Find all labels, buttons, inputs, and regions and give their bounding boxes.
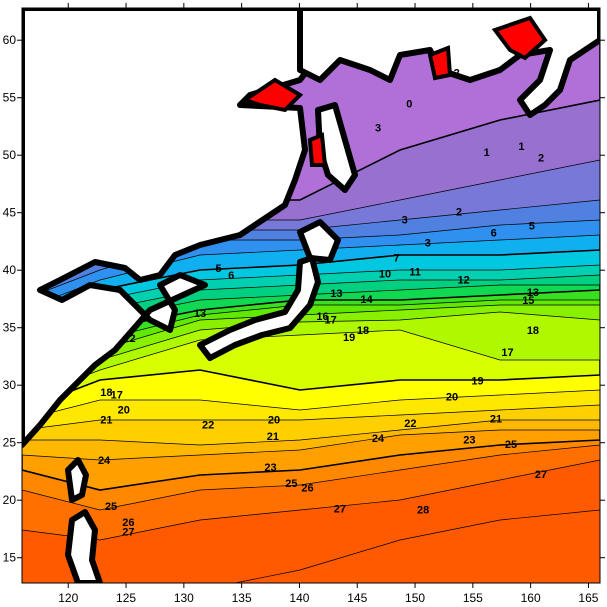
y-tick-label: 15 <box>3 551 17 565</box>
contour-label: 18 <box>100 387 112 399</box>
x-tick-label: 140 <box>289 591 309 605</box>
contour-label: 22 <box>404 418 416 430</box>
contour-label: 19 <box>343 332 355 344</box>
contour-label: 16 <box>316 311 328 323</box>
contour-label: 13 <box>330 288 342 300</box>
x-tick-label: 165 <box>578 591 598 605</box>
contour-label: 19 <box>471 376 483 388</box>
contour-label: 12 <box>123 333 135 345</box>
contour-label: 2 <box>454 67 460 79</box>
contour-label: 13 <box>194 308 206 320</box>
y-tick-label: 45 <box>3 206 17 220</box>
contour-label: 1 <box>518 141 524 153</box>
land-hokkaido <box>297 219 341 263</box>
contour-label: 27 <box>535 469 547 481</box>
contour-label: 10 <box>379 269 391 281</box>
contour-label: 2 <box>456 207 462 219</box>
land-japan-honshu <box>197 255 321 361</box>
contour-label: 6 <box>228 270 234 282</box>
contour-label: 13 <box>527 287 539 299</box>
contour-label: 25 <box>285 478 297 490</box>
ice-3 <box>491 15 548 61</box>
contour-label: 5 <box>529 220 535 232</box>
contour-label: 23 <box>463 434 475 446</box>
y-tick-label: 30 <box>3 378 17 392</box>
contour-label: 26 <box>122 517 134 529</box>
contour-label: 27 <box>334 503 346 515</box>
contour-label: 1 <box>484 147 490 159</box>
contour-label: 21 <box>100 415 112 427</box>
contour-label: 21 <box>267 431 279 443</box>
contour-label: 23 <box>264 462 276 474</box>
ice-1 <box>240 77 304 113</box>
contour-label: 17 <box>501 347 513 359</box>
contour-label: 27 <box>122 526 134 538</box>
contour-label: 22 <box>202 419 214 431</box>
x-tick-label: 135 <box>232 591 252 605</box>
x-tick-label: 130 <box>174 591 194 605</box>
contour-label: 28 <box>417 504 429 516</box>
contour-label: 11 <box>409 266 421 278</box>
y-tick-label: 25 <box>3 436 17 450</box>
y-tick-label: 50 <box>3 148 17 162</box>
land-philippines <box>65 509 103 583</box>
y-tick-label: 40 <box>3 263 17 277</box>
contour-label: 18 <box>527 325 539 337</box>
contour-label: 3 <box>402 215 408 227</box>
contour-label: 17 <box>325 315 337 327</box>
x-tick-label: 160 <box>521 591 541 605</box>
land-taiwan <box>65 457 89 503</box>
contour-label: 20 <box>446 392 458 404</box>
contour-label: 6 <box>491 227 497 239</box>
axes: 120 125 130 135 140 145 150 155 160 1651520253035… <box>3 3 605 605</box>
land-asia-mainland <box>22 8 333 448</box>
plot-frame <box>21 7 601 584</box>
contour-label: 18 <box>357 325 369 337</box>
contour-label: 3 <box>425 238 431 250</box>
contour-label: 20 <box>268 415 280 427</box>
y-tick-label: 20 <box>3 493 17 507</box>
contour-label: 26 <box>301 483 313 495</box>
contour-label: 17 <box>111 389 123 401</box>
contour-label: 24 <box>98 455 111 467</box>
contour-label: 14 <box>360 294 373 306</box>
contour-label: 12 <box>457 274 469 286</box>
contour-label: 5 <box>215 263 221 275</box>
y-tick-label: 35 <box>3 321 17 335</box>
y-tick-label: 60 <box>3 33 17 47</box>
contour-label: 24 <box>372 433 385 445</box>
land-masses <box>22 8 600 583</box>
contour-label: 7 <box>393 253 399 265</box>
x-tick-label: 150 <box>405 591 425 605</box>
contour-label: 3 <box>375 123 381 135</box>
x-tick-label: 125 <box>116 591 136 605</box>
ice-2 <box>307 132 328 167</box>
x-tick-label: 145 <box>347 591 367 605</box>
contour-label: 25 <box>505 439 517 451</box>
ice-4 <box>427 45 453 81</box>
contour-label: 2 <box>538 153 544 165</box>
contour-label: 0 <box>406 98 412 110</box>
contour-label: 21 <box>490 414 502 426</box>
y-tick-label: 55 <box>3 91 17 105</box>
x-tick-label: 155 <box>463 591 483 605</box>
contour-label: 15 <box>522 295 534 307</box>
x-tick-label: 120 <box>58 591 78 605</box>
contour-label: 25 <box>105 501 117 513</box>
contour-label: 20 <box>118 404 130 416</box>
